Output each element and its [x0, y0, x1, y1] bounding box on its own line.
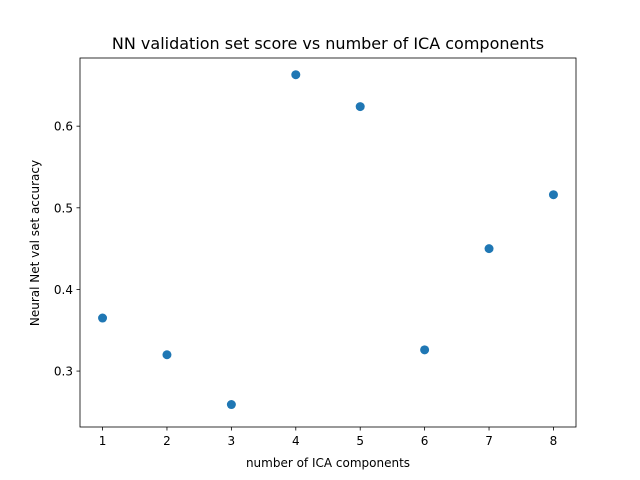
x-tick-label: 6	[421, 434, 429, 448]
data-point	[548, 190, 558, 200]
data-point	[162, 350, 172, 360]
x-tick-label: 7	[485, 434, 493, 448]
y-tick-label: 0.6	[54, 120, 73, 134]
data-point	[226, 400, 236, 410]
x-tick-label: 2	[163, 434, 171, 448]
x-tick-label: 5	[356, 434, 364, 448]
x-tick-label: 4	[292, 434, 300, 448]
data-point	[484, 244, 494, 254]
x-axis-label: number of ICA components	[246, 456, 410, 470]
axes-frame	[79, 57, 577, 428]
chart-title: NN validation set score vs number of ICA…	[112, 34, 544, 53]
plot-area: 1 2 3 4 5 6 7 8 0.3 0.4 0.5 0.6	[54, 57, 577, 448]
y-tick-label: 0.4	[54, 283, 73, 297]
data-point	[98, 313, 108, 323]
y-tick-label: 0.5	[54, 201, 73, 215]
data-point	[355, 102, 365, 112]
x-tick-label: 3	[228, 434, 236, 448]
x-tick-label: 8	[550, 434, 558, 448]
data-point	[291, 70, 301, 80]
x-tick-label: 1	[99, 434, 107, 448]
y-tick-label: 0.3	[54, 365, 73, 379]
data-point	[420, 345, 430, 355]
y-axis-label: Neural Net val set accuracy	[28, 160, 42, 326]
